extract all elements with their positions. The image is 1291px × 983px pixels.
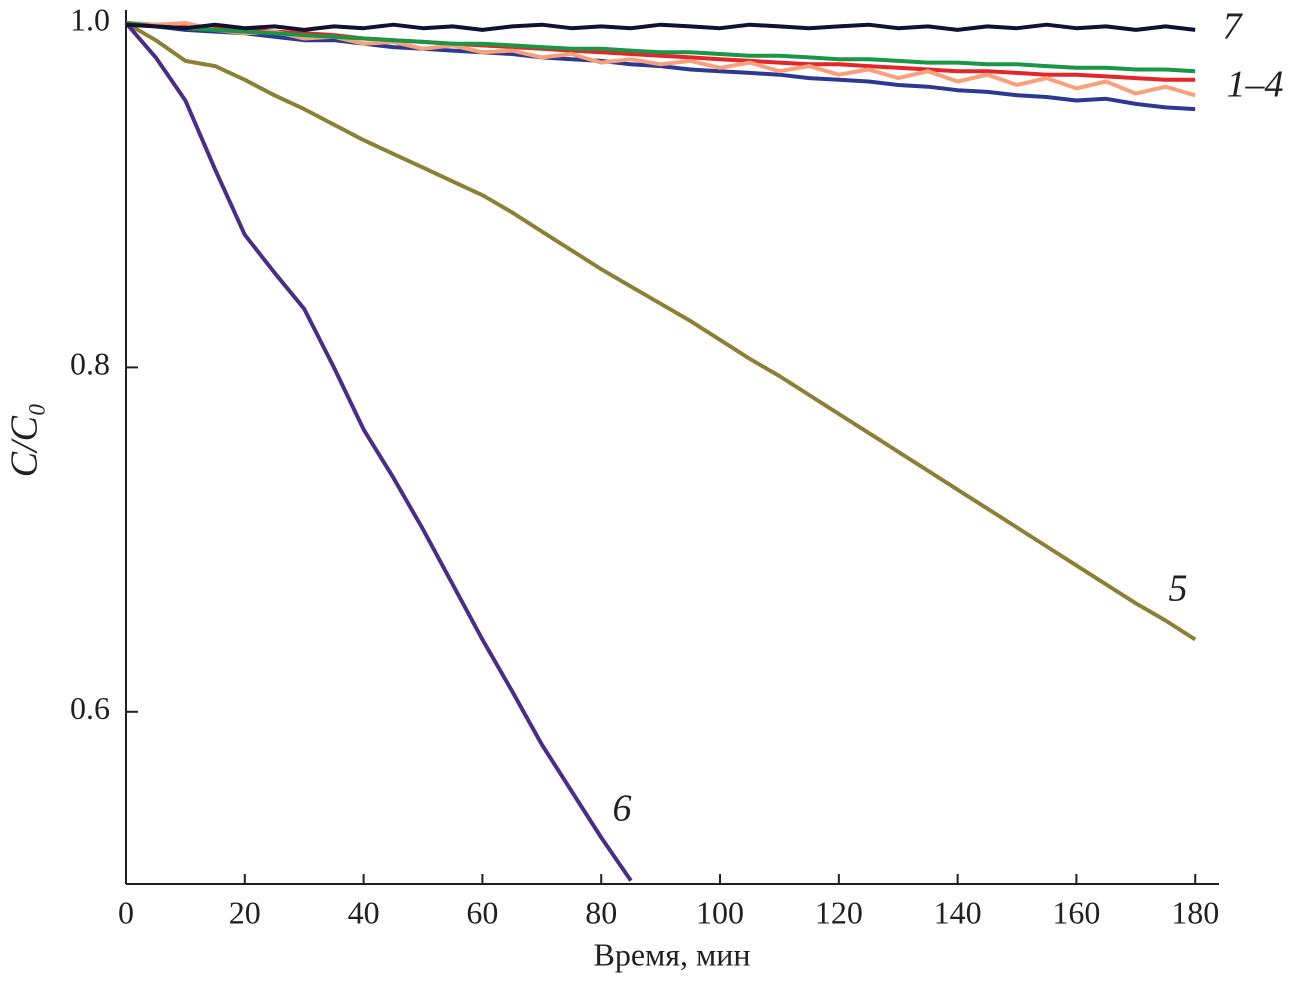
data-line xyxy=(124,21,1197,642)
x-tick-label: 80 xyxy=(585,894,617,930)
curve-label: 6 xyxy=(613,788,632,830)
x-tick-label: 0 xyxy=(118,894,134,930)
data-line xyxy=(125,22,1196,32)
y-tick-label: 1.0 xyxy=(70,1,110,37)
x-axis-label: Время, мин xyxy=(593,936,750,972)
x-tick-label: 60 xyxy=(466,894,498,930)
data-line xyxy=(125,21,1196,74)
x-tick-label: 40 xyxy=(348,894,380,930)
x-tick-label: 160 xyxy=(1052,894,1100,930)
y-axis-label: C/C₀ xyxy=(4,403,46,477)
x-tick-label: 120 xyxy=(815,894,863,930)
curve-label: 1–4 xyxy=(1227,64,1284,106)
x-tick-label: 180 xyxy=(1171,894,1219,930)
x-tick-label: 100 xyxy=(696,894,744,930)
data-line xyxy=(125,21,1196,98)
y-tick-label: 0.6 xyxy=(70,690,110,726)
x-tick-label: 20 xyxy=(229,894,261,930)
curve-label: 7 xyxy=(1223,6,1244,48)
data-line xyxy=(124,21,633,882)
x-tick-label: 140 xyxy=(934,894,982,930)
curve-label: 5 xyxy=(1169,568,1188,610)
y-tick-label: 0.8 xyxy=(70,346,110,382)
